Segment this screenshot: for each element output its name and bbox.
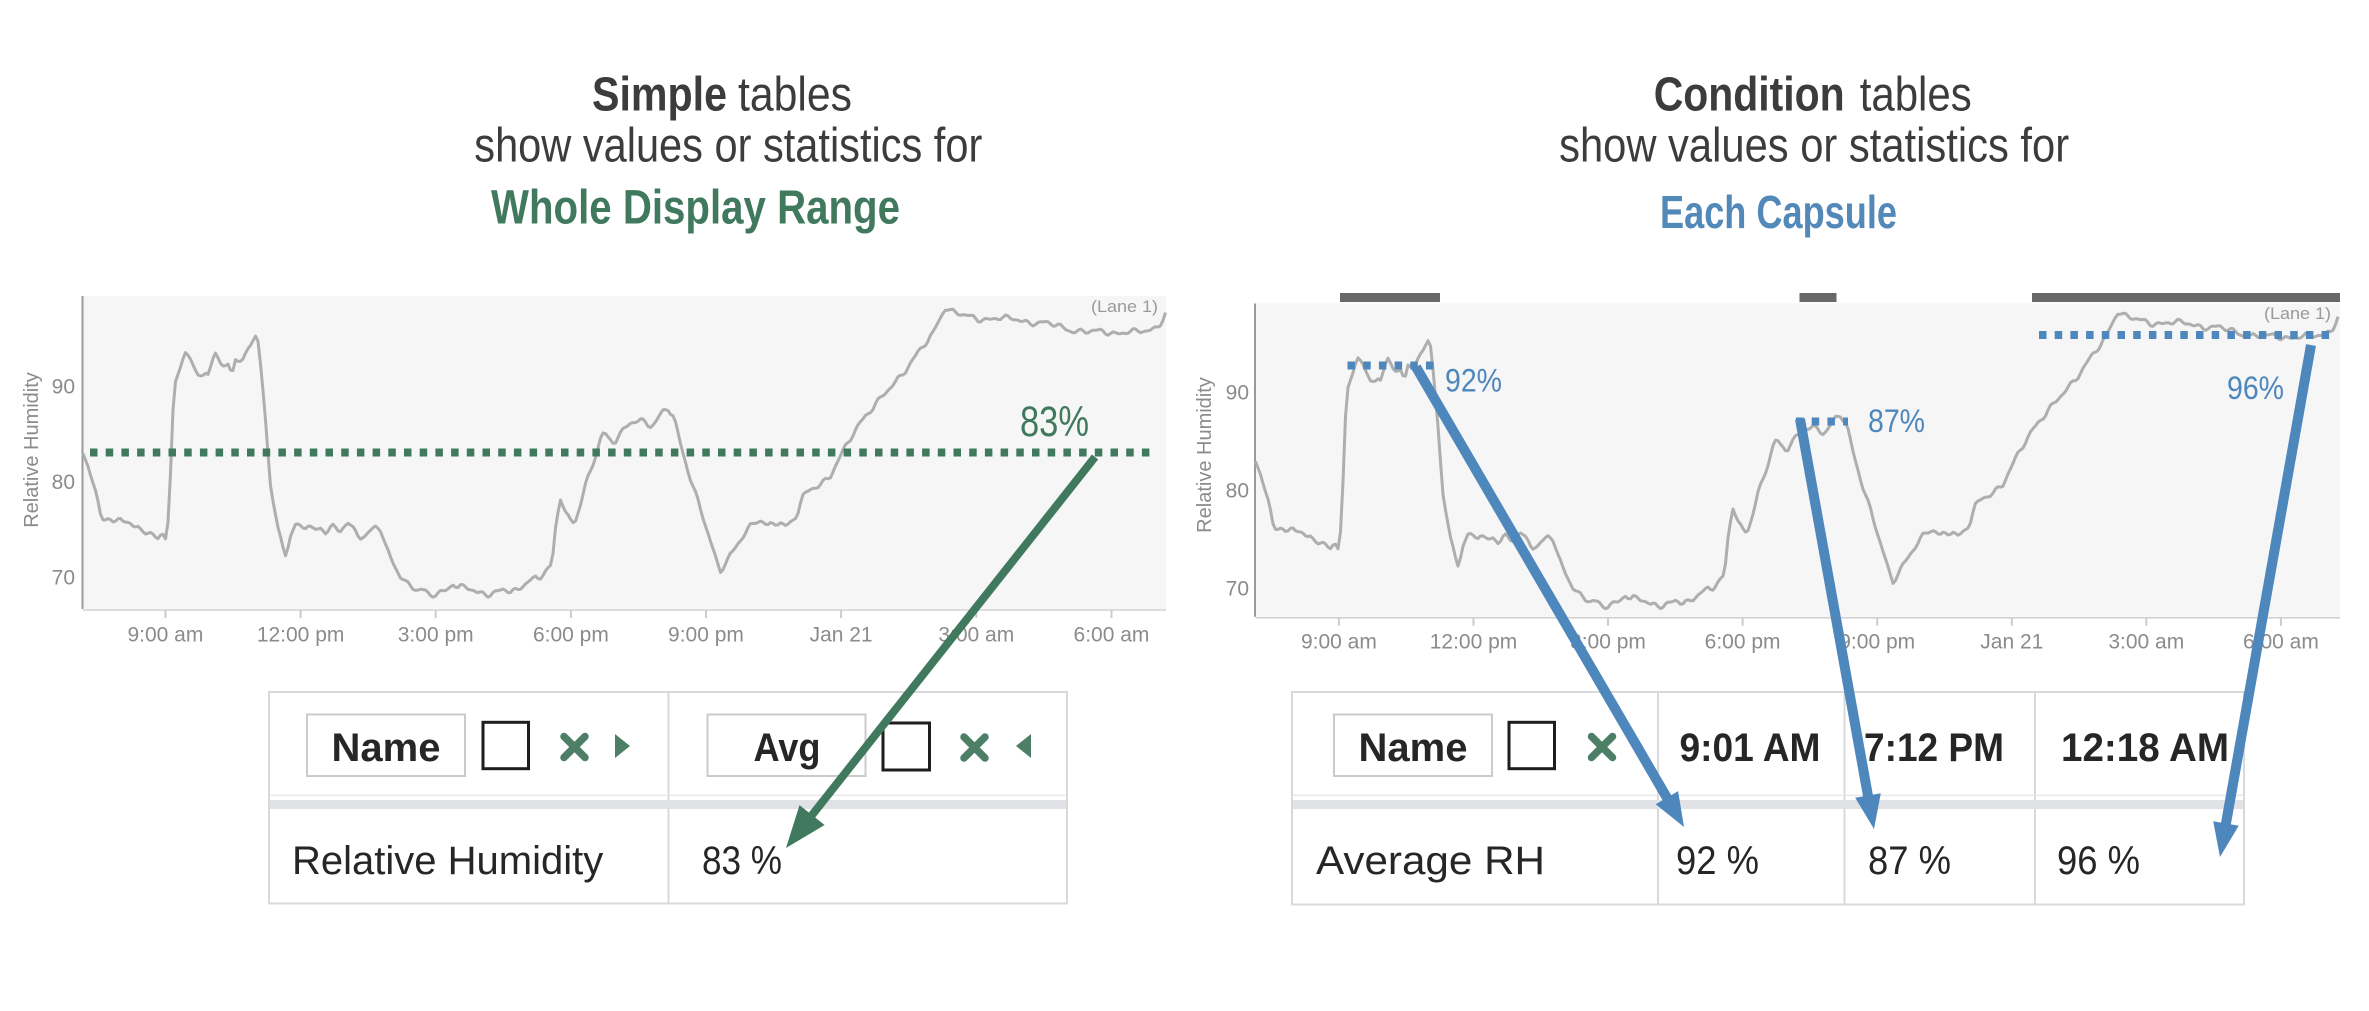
svg-text:(Lane 1): (Lane 1) [2264, 304, 2331, 323]
svg-text:87%: 87% [1868, 403, 1925, 439]
svg-text:90: 90 [52, 376, 75, 399]
svg-text:83%: 83% [1020, 398, 1089, 446]
svg-text:(Lane 1): (Lane 1) [1091, 297, 1158, 316]
svg-text:12:00 pm: 12:00 pm [1430, 630, 1518, 653]
svg-text:show values or statistics for: show values or statistics for [474, 119, 982, 172]
svg-text:Relative Humidity: Relative Humidity [1194, 377, 1216, 533]
svg-text:3:00 am: 3:00 am [2108, 630, 2184, 653]
svg-text:Relative Humidity: Relative Humidity [21, 372, 43, 528]
svg-text:9:01 AM: 9:01 AM [1680, 726, 1821, 770]
svg-text:tables: tables [1860, 69, 1972, 122]
svg-text:90: 90 [1226, 382, 1249, 405]
svg-text:9:00 pm: 9:00 pm [1839, 630, 1915, 653]
svg-text:Whole Display Range: Whole Display Range [491, 181, 900, 234]
svg-text:9:00 am: 9:00 am [1301, 630, 1377, 653]
svg-text:Relative Humidity: Relative Humidity [292, 839, 603, 883]
svg-text:show values or statistics for: show values or statistics for [1559, 119, 2069, 172]
svg-text:Name: Name [332, 726, 441, 770]
svg-text:6:00 pm: 6:00 pm [1705, 630, 1781, 653]
svg-text:6:00 am: 6:00 am [1074, 623, 1150, 646]
svg-text:tables: tables [738, 69, 852, 122]
svg-text:3:00 pm: 3:00 pm [398, 623, 474, 646]
svg-text:6:00 pm: 6:00 pm [533, 623, 609, 646]
svg-text:Jan 21: Jan 21 [1980, 630, 2043, 653]
svg-text:Simple: Simple [592, 69, 727, 122]
svg-text:9:00 pm: 9:00 pm [668, 623, 744, 646]
svg-text:80: 80 [1226, 480, 1249, 503]
svg-text:Average RH: Average RH [1316, 839, 1545, 883]
svg-text:92 %: 92 % [1676, 839, 1759, 883]
svg-text:96%: 96% [2227, 370, 2284, 406]
svg-text:83 %: 83 % [702, 839, 782, 883]
svg-text:3:00 pm: 3:00 pm [1570, 630, 1646, 653]
svg-text:96 %: 96 % [2057, 839, 2140, 883]
svg-text:Name: Name [1359, 726, 1468, 770]
svg-text:9:00 am: 9:00 am [127, 623, 203, 646]
svg-text:Condition: Condition [1654, 69, 1845, 122]
svg-text:92%: 92% [1445, 363, 1502, 399]
svg-text:12:00 pm: 12:00 pm [257, 623, 345, 646]
svg-text:Each Capsule: Each Capsule [1660, 186, 1897, 238]
svg-text:70: 70 [52, 567, 75, 590]
svg-text:Jan 21: Jan 21 [810, 623, 873, 646]
svg-text:70: 70 [1226, 578, 1249, 601]
svg-text:80: 80 [52, 471, 75, 494]
svg-text:7:12 PM: 7:12 PM [1864, 726, 2004, 770]
svg-text:87 %: 87 % [1868, 839, 1951, 883]
svg-text:12:18 AM: 12:18 AM [2061, 726, 2229, 770]
svg-text:Avg: Avg [754, 726, 821, 770]
